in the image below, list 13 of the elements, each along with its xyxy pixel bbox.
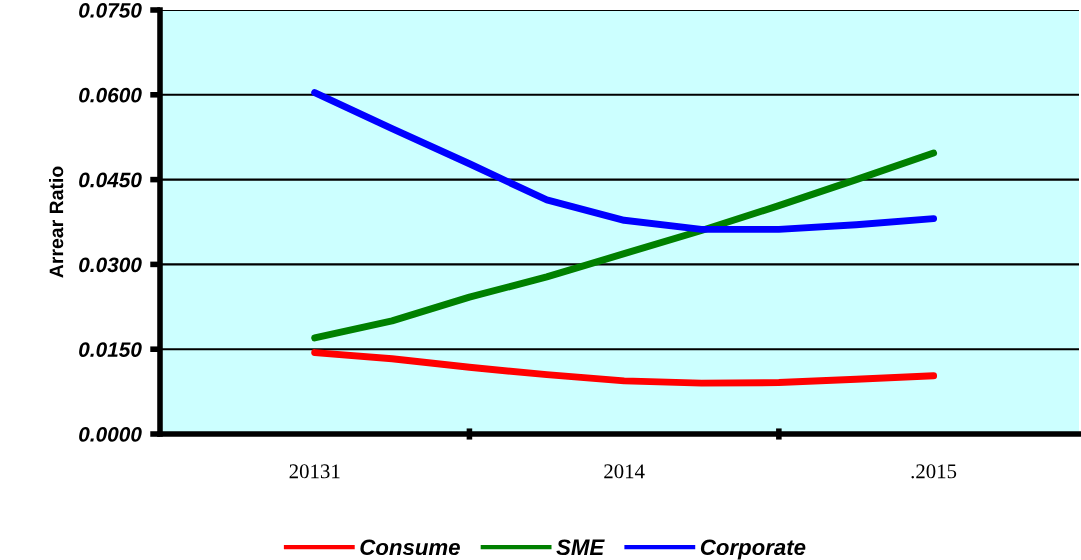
legend-label: SME <box>556 539 605 556</box>
y-tick-label: 0.0000 <box>79 427 142 442</box>
y-tick-label: 0.0600 <box>79 87 142 103</box>
y-tick-label: 0.0300 <box>79 257 142 273</box>
x-tick-label: 2014 <box>604 464 645 479</box>
legend-label: Corporate <box>700 539 806 560</box>
x-tick-label: 20131 <box>289 464 340 479</box>
y-axis-title: Arrear Ratio <box>48 166 64 278</box>
y-tick-label: 0.0750 <box>79 3 142 18</box>
y-tick-label: 0.0150 <box>79 342 142 357</box>
x-tick-label: .2015 <box>911 464 957 479</box>
y-tick-label: 0.0450 <box>79 172 142 188</box>
legend-label: Consume <box>360 539 460 556</box>
